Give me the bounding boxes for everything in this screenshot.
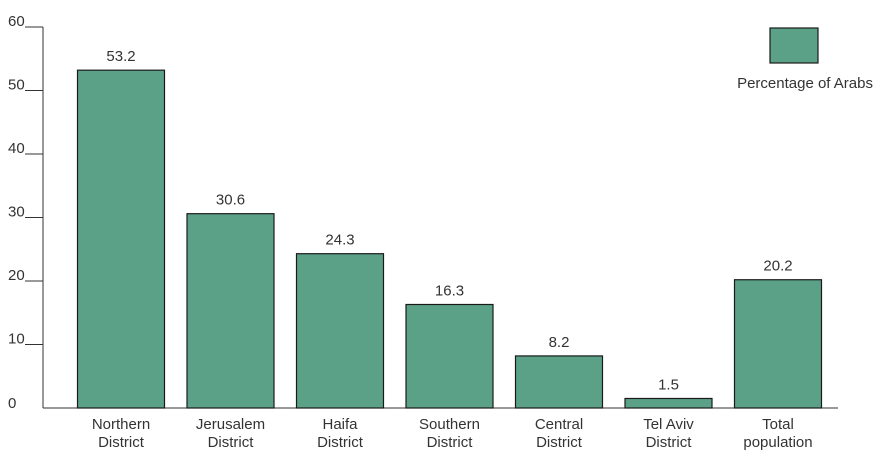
x-axis: NorthernDistrictJerusalemDistrictHaifaDi… [43,407,838,451]
x-category-label: District [646,434,693,451]
legend: Percentage of Arabs [737,27,873,92]
bar-value-label: 30.6 [216,192,245,209]
bar-value-label: 24.3 [325,232,354,249]
bar [295,253,385,409]
x-category-label: Total [762,416,794,433]
data-labels: 53.2 30.6 24.3 16.3 8.2 1.5 20.2 [106,48,792,393]
bar [624,397,713,409]
x-category-label: Jerusalem [196,416,265,433]
x-category-label: Northern [92,416,150,433]
x-category-label: District [536,434,583,451]
bar-value-label: 20.2 [763,258,792,275]
bar-value-label: 1.5 [658,376,679,393]
x-category-label: District [98,434,145,451]
x-category-label: District [317,434,364,451]
x-category-label: Southern [419,416,480,433]
y-tick-label: 60 [8,13,25,30]
bar-value-label: 16.3 [435,282,464,299]
bar [186,213,275,409]
y-axis: 0 10 20 30 40 50 60 [8,13,44,412]
x-category-label: Central [535,416,583,433]
legend-swatch [769,27,819,64]
y-tick-label: 50 [8,77,25,94]
y-tick-label: 10 [8,331,25,348]
y-tick-label: 30 [8,204,25,221]
x-category-label: District [427,434,474,451]
y-tick-label: 20 [8,267,25,284]
bar-value-label: 53.2 [106,48,135,65]
y-tick-label: 0 [8,395,16,412]
legend-label: Percentage of Arabs [737,75,873,92]
x-category-label: population [743,434,812,451]
bar [514,355,604,409]
bar-value-label: 8.2 [549,334,570,351]
x-category-label: Haifa [322,416,358,433]
bar [405,303,494,409]
x-category-label: District [208,434,255,451]
bar [733,279,823,409]
x-category-label: Tel Aviv [643,416,694,433]
bar-series [76,69,823,409]
bar [76,69,166,409]
y-tick-label: 40 [8,140,25,157]
